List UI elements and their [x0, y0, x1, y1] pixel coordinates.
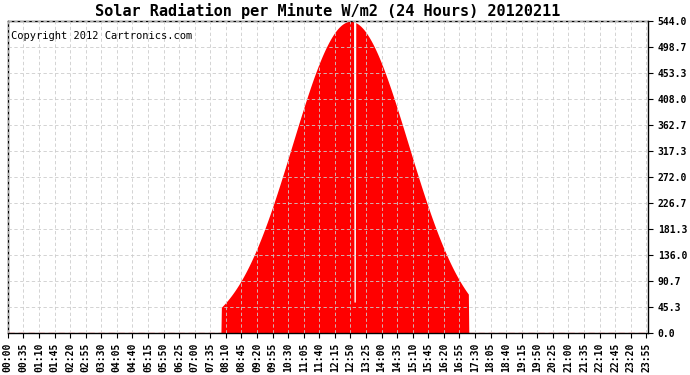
Text: Copyright 2012 Cartronics.com: Copyright 2012 Cartronics.com: [11, 31, 193, 40]
Title: Solar Radiation per Minute W/m2 (24 Hours) 20120211: Solar Radiation per Minute W/m2 (24 Hour…: [95, 3, 561, 19]
